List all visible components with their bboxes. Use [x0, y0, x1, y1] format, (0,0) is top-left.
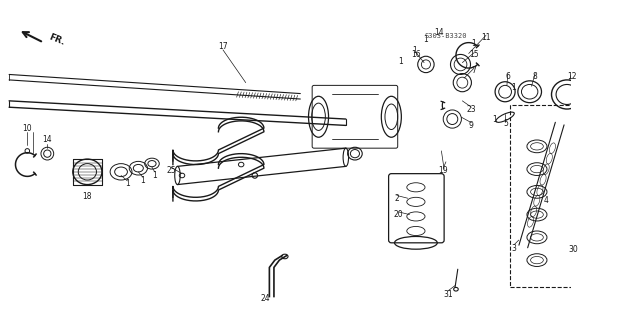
Text: 15: 15 [470, 50, 479, 59]
Bar [510, 105, 627, 287]
Text: 16: 16 [411, 50, 421, 59]
Text: S303-B3320: S303-B3320 [424, 33, 467, 39]
Text: 14: 14 [434, 28, 443, 37]
Text: 1: 1 [398, 57, 403, 66]
Text: 18: 18 [83, 192, 92, 201]
Text: 31: 31 [443, 290, 453, 299]
Text: 1: 1 [140, 176, 145, 185]
Text: FR.: FR. [47, 33, 66, 47]
Text: 17: 17 [218, 42, 228, 51]
Text: 10: 10 [23, 124, 32, 133]
Text: 2: 2 [394, 194, 399, 203]
Text: 5: 5 [503, 119, 508, 128]
Bar [573, 101, 627, 187]
Text: 1: 1 [471, 39, 476, 48]
Text: 23: 23 [466, 106, 477, 115]
Text: 1: 1 [424, 36, 428, 44]
Text: 25: 25 [166, 166, 176, 175]
Text: 20: 20 [394, 210, 403, 219]
Text: 4: 4 [544, 196, 549, 204]
Text: 11: 11 [482, 33, 491, 42]
Text: 1: 1 [511, 83, 515, 92]
Text: 3: 3 [512, 244, 517, 253]
Text: 9: 9 [469, 121, 474, 130]
Text: 6: 6 [505, 72, 510, 81]
Text: 1: 1 [152, 171, 157, 180]
Text: 8: 8 [533, 72, 537, 81]
Text: 24: 24 [261, 294, 271, 303]
Text: 19: 19 [438, 166, 448, 175]
Text: 7: 7 [472, 66, 477, 75]
Text: 1: 1 [492, 115, 497, 124]
Text: 1: 1 [125, 179, 130, 188]
Text: 30: 30 [569, 245, 578, 254]
Text: 1: 1 [413, 46, 418, 55]
Text: 12: 12 [567, 72, 576, 81]
Text: 14: 14 [43, 135, 52, 144]
